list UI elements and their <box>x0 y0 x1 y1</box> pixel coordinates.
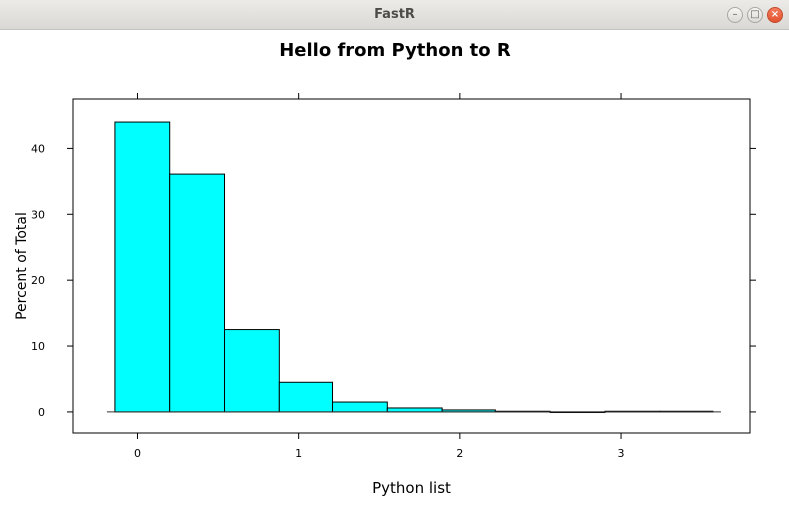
histogram-bar-1 <box>114 121 171 413</box>
histogram-bar-2 <box>169 173 226 413</box>
y-tick-label-40: 40 <box>31 142 45 155</box>
histogram-bar-3 <box>224 329 280 413</box>
y-tick-label-0: 0 <box>38 406 45 419</box>
histogram-bar-6 <box>386 407 443 413</box>
maximize-button[interactable]: □ <box>747 7 763 23</box>
minimize-button[interactable]: – <box>727 7 743 23</box>
x-tick-label-1: 1 <box>295 447 302 460</box>
histogram-bar-4 <box>278 381 334 413</box>
close-button[interactable]: × <box>767 7 783 23</box>
x-tick-label-3: 3 <box>618 447 625 460</box>
window-title: FastR <box>374 7 415 22</box>
x-tick-label-0: 0 <box>134 447 141 460</box>
y-tick-label-30: 30 <box>31 208 45 221</box>
x-tick-label-2: 2 <box>456 447 463 460</box>
y-tick-label-20: 20 <box>31 274 45 287</box>
x-axis-label: Python list <box>372 479 451 497</box>
window-titlebar[interactable]: FastR – □ × <box>0 0 789 30</box>
plot-panel <box>72 98 751 434</box>
y-axis-label: Percent of Total <box>14 212 30 320</box>
y-tick-label-10: 10 <box>31 340 45 353</box>
chart-title: Hello from Python to R <box>279 40 511 61</box>
histogram-bar-5 <box>332 401 388 413</box>
